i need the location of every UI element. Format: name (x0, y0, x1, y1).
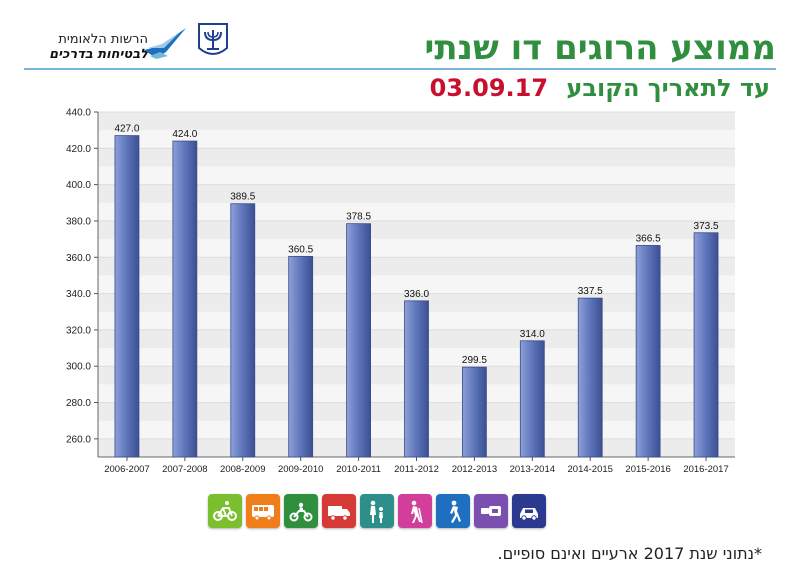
title-divider (24, 68, 776, 70)
footnote-text: נתוני שנת 2017 ארעיים ואינם סופיים. (497, 544, 754, 563)
bar (172, 140, 198, 458)
x-tick-label: 2010-2011 (336, 464, 381, 475)
bar-value-label: 378.5 (346, 212, 371, 223)
y-tick-label: 260.0 (66, 434, 91, 445)
logo-line2: לבטיחות בדרכים (49, 47, 148, 62)
truck-icon (322, 494, 356, 528)
bicycle-icon (208, 494, 242, 528)
chart-grid (98, 111, 735, 457)
subtitle-prefix: עד לתאריך הקובע (566, 74, 770, 102)
bar-value-label: 427.0 (114, 124, 139, 135)
grid-band (98, 257, 735, 276)
bar-value-label: 424.0 (172, 129, 197, 140)
rsa-logo-icon (142, 26, 188, 65)
y-tick-label: 340.0 (66, 289, 91, 300)
grid-band (98, 275, 735, 294)
y-tick-label: 420.0 (66, 144, 91, 155)
grid-band (98, 112, 735, 131)
bar (346, 223, 371, 458)
bus-icon (246, 494, 280, 528)
footnote-asterisk: * (754, 544, 762, 563)
y-tick-label: 320.0 (66, 325, 91, 336)
bar (519, 340, 545, 458)
x-tick-label: 2007-2008 (162, 464, 207, 475)
motorcycle-icon (284, 494, 318, 528)
bar (462, 366, 487, 458)
x-tick-label: 2015-2016 (625, 464, 670, 475)
x-tick-label: 2011-2012 (394, 464, 439, 475)
bar-value-label: 389.5 (230, 192, 255, 203)
grid-band (98, 239, 735, 258)
bar (577, 297, 603, 458)
state-emblem-icon (196, 22, 230, 65)
bar (288, 255, 314, 458)
bar-value-label: 314.0 (520, 329, 545, 340)
bar (114, 135, 140, 458)
header: הרשות הלאומית לבטיחות בדרכים ממוצע הרוגי… (0, 0, 800, 110)
pedestrian-icon (436, 494, 470, 528)
bar (404, 300, 429, 458)
bar (693, 232, 719, 458)
grid-band (98, 148, 735, 167)
x-tick-label: 2014-2015 (568, 464, 613, 475)
y-tick-label: 380.0 (66, 216, 91, 227)
grid-band (98, 130, 735, 149)
bar-value-label: 360.5 (288, 244, 313, 255)
page-title: ממוצע הרוגים דו שנתי (424, 28, 776, 68)
bar-value-label: 336.0 (404, 289, 429, 300)
bar-value-label: 366.5 (636, 233, 661, 244)
child-pedestrian-icon (360, 494, 394, 528)
y-tick-label: 300.0 (66, 362, 91, 373)
bar (230, 203, 256, 458)
grid-band (98, 166, 735, 185)
bar-value-label: 299.5 (462, 355, 487, 366)
chart-bars: 427.0 424.0 389.5 360.5 378.5 336.0 299.5 314.0… (114, 124, 719, 458)
bar (635, 245, 661, 458)
road-user-icons (208, 494, 546, 528)
footnote: *נתוני שנת 2017 ארעיים ואינם סופיים. (498, 544, 762, 563)
x-tick-label: 2008-2009 (220, 464, 265, 475)
grid-band (98, 220, 735, 240)
seatbelt-icon (474, 494, 508, 528)
y-tick-label: 280.0 (66, 398, 91, 409)
elderly-pedestrian-icon (398, 494, 432, 528)
x-tick-label: 2009-2010 (278, 464, 323, 475)
x-tick-label: 2016-2017 (683, 464, 728, 475)
bar-value-label: 373.5 (694, 221, 719, 232)
chart-axes: 260.0 280.0 300.0 320.0 340.0 360.0 380.0 400.0… (66, 108, 735, 475)
page-subtitle: עד לתאריך הקובע 03.09.17 (430, 74, 770, 102)
x-tick-label: 2012-2013 (452, 464, 497, 475)
subtitle-date: 03.09.17 (429, 74, 549, 102)
bar-chart: 260.0 280.0 300.0 320.0 340.0 360.0 380.0 400.0… (66, 108, 735, 475)
bar-value-label: 337.5 (578, 286, 603, 297)
grid-band (98, 184, 735, 203)
y-tick-label: 400.0 (66, 180, 91, 191)
rsa-logo-text: הרשות הלאומית לבטיחות בדרכים (28, 32, 148, 62)
grid-band (98, 202, 735, 221)
logo-line1: הרשות הלאומית (58, 32, 148, 47)
y-tick-label: 440.0 (66, 108, 91, 119)
y-tick-label: 360.0 (66, 253, 91, 264)
car-icon (512, 494, 546, 528)
x-tick-label: 2013-2014 (510, 464, 555, 475)
x-tick-label: 2006-2007 (104, 464, 149, 475)
